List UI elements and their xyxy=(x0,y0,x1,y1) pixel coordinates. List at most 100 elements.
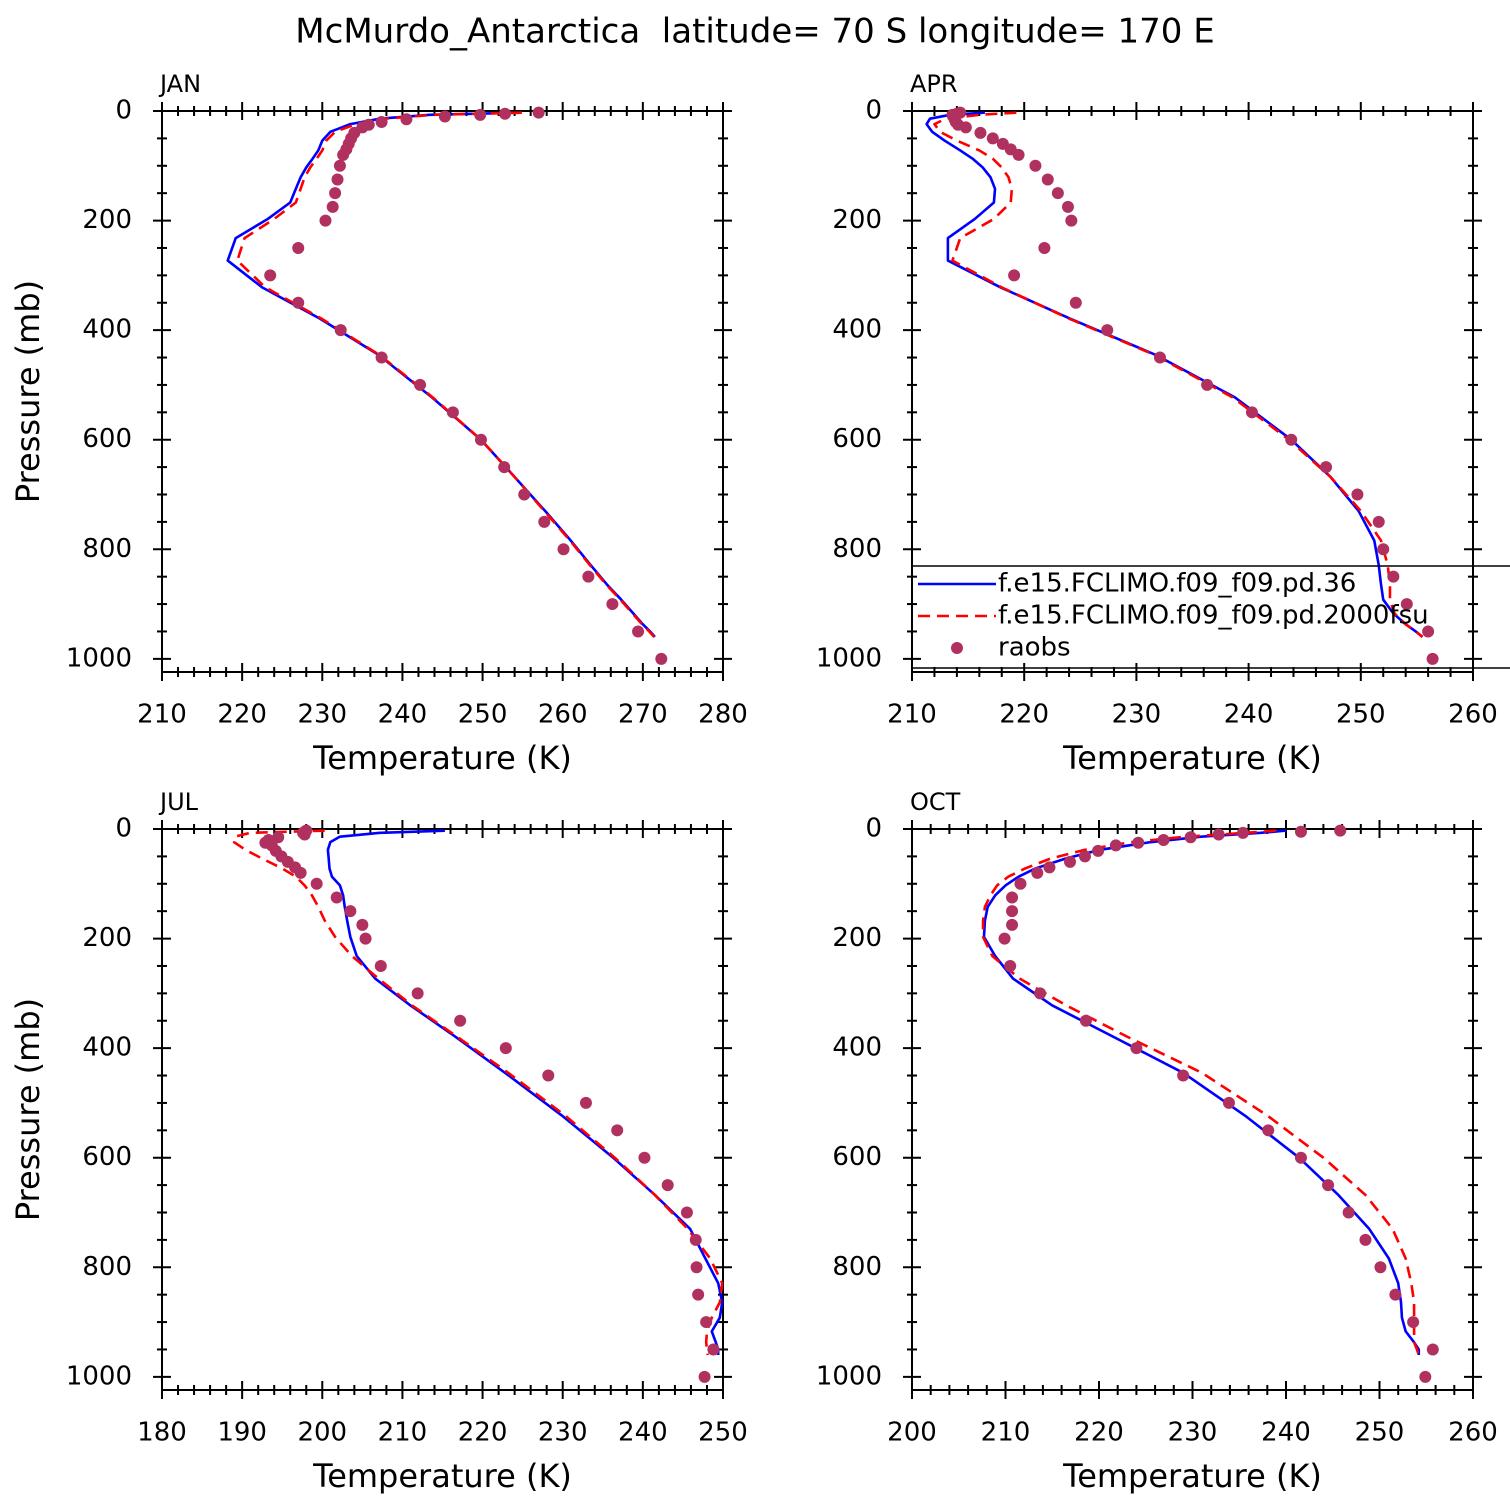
raob-point xyxy=(344,905,357,918)
raob-point xyxy=(698,1370,711,1383)
panel-title: JUL xyxy=(158,788,199,816)
raob-point xyxy=(1407,1316,1420,1329)
raob-point xyxy=(582,570,595,583)
raob-point xyxy=(454,1014,467,1027)
x-tick-label: 230 xyxy=(297,700,347,730)
x-tick-label: 220 xyxy=(458,1418,508,1448)
raob-point xyxy=(1236,826,1249,839)
x-tick-label: 250 xyxy=(1355,1418,1405,1448)
y-tick-label: 400 xyxy=(832,1033,882,1063)
raob-point xyxy=(334,324,347,337)
x-tick-label: 210 xyxy=(981,1418,1031,1448)
figure-title: McMurdo_Antarctica latitude= 70 S longit… xyxy=(295,12,1214,52)
raob-point xyxy=(499,1042,512,1055)
raob-point xyxy=(319,214,332,227)
y-tick-label: 800 xyxy=(82,534,132,564)
raob-point xyxy=(689,1233,702,1246)
panel: JUL Temperature (K) Pressure (mb) 180 190 200… xyxy=(9,788,748,1495)
y-tick-label: 200 xyxy=(82,923,132,953)
y-tick-label: 200 xyxy=(832,205,882,235)
raob-point xyxy=(579,1096,592,1109)
raob-point xyxy=(680,1206,693,1219)
raob-point xyxy=(542,1069,555,1082)
raob-point xyxy=(1372,515,1385,528)
x-tick-label: 240 xyxy=(1261,1418,1311,1448)
legend-marker xyxy=(951,642,963,654)
raob-point xyxy=(1006,918,1019,931)
raob-point xyxy=(292,296,305,309)
x-tick-label: 200 xyxy=(887,1418,937,1448)
raob-point xyxy=(692,1288,705,1301)
x-axis-title: Temperature (K) xyxy=(312,1457,572,1495)
raob-point xyxy=(638,1151,651,1164)
y-axis-title: Pressure (mb) xyxy=(9,280,47,503)
raob-point xyxy=(1285,433,1298,446)
raob-point xyxy=(986,132,999,145)
raob-point xyxy=(557,543,570,556)
profile-line xyxy=(326,829,724,1355)
raob-point xyxy=(1051,187,1064,200)
raob-point xyxy=(632,625,645,638)
x-tick-label: 260 xyxy=(1448,1418,1498,1448)
panel: JAN Temperature (K) Pressure (mb) 210 220 230… xyxy=(9,70,748,777)
y-tick-label: 400 xyxy=(832,315,882,345)
raob-point xyxy=(375,115,388,128)
panel-title: OCT xyxy=(910,788,961,816)
raob-point xyxy=(331,173,344,186)
profile-line xyxy=(236,111,656,638)
raob-point xyxy=(292,241,305,254)
x-tick-label: 210 xyxy=(887,700,937,730)
y-tick-label: 0 xyxy=(865,814,882,844)
panel-title: JAN xyxy=(158,70,201,98)
raob-point xyxy=(1153,351,1166,364)
raob-point xyxy=(1079,1014,1092,1027)
panel: OCT Temperature (K) 200 210 220 230 240 250 260 0… xyxy=(816,788,1498,1495)
raob-point xyxy=(1419,1370,1432,1383)
y-tick-label: 1000 xyxy=(816,643,882,673)
profile-line xyxy=(933,111,1424,638)
raob-point xyxy=(1092,844,1105,857)
raob-point xyxy=(1184,831,1197,844)
x-axis-title: Temperature (K) xyxy=(1062,1457,1322,1495)
raob-point xyxy=(1177,1069,1190,1082)
raob-point xyxy=(438,110,451,123)
x-tick-label: 250 xyxy=(698,1418,748,1448)
raob-point xyxy=(333,159,346,172)
raob-point xyxy=(310,877,323,890)
raob-point xyxy=(532,106,545,119)
raob-point xyxy=(411,987,424,1000)
y-tick-label: 800 xyxy=(832,1252,882,1282)
raob-point xyxy=(474,433,487,446)
y-tick-label: 400 xyxy=(82,315,132,345)
x-tick-label: 270 xyxy=(618,700,668,730)
raob-point xyxy=(1069,296,1082,309)
raob-point xyxy=(1109,839,1122,852)
x-axis-title: Temperature (K) xyxy=(1062,739,1322,777)
x-tick-label: 230 xyxy=(1168,1418,1218,1448)
y-tick-label: 600 xyxy=(832,1142,882,1172)
raob-point xyxy=(1359,1233,1372,1246)
raob-point xyxy=(959,121,972,134)
raob-point xyxy=(1034,987,1047,1000)
raob-point xyxy=(1201,378,1214,391)
raob-point xyxy=(606,598,619,611)
x-tick-label: 220 xyxy=(217,700,267,730)
raob-point xyxy=(1004,959,1017,972)
raob-point xyxy=(1222,1096,1235,1109)
raob-point xyxy=(446,406,459,419)
raob-point xyxy=(326,200,339,213)
raob-point xyxy=(400,113,413,126)
legend-label: f.e15.FCLIMO.f09_f09.pd.36 xyxy=(998,569,1356,599)
y-tick-label: 1000 xyxy=(66,643,132,673)
profile-line xyxy=(981,829,1421,1356)
x-tick-label: 280 xyxy=(698,700,748,730)
raob-point xyxy=(1426,652,1439,665)
x-tick-label: 250 xyxy=(1336,700,1386,730)
x-axis-title: Temperature (K) xyxy=(312,739,572,777)
raob-point xyxy=(329,187,342,200)
y-tick-label: 400 xyxy=(82,1033,132,1063)
raob-point xyxy=(700,1316,713,1329)
y-tick-label: 200 xyxy=(832,923,882,953)
raob-point xyxy=(1078,850,1091,863)
